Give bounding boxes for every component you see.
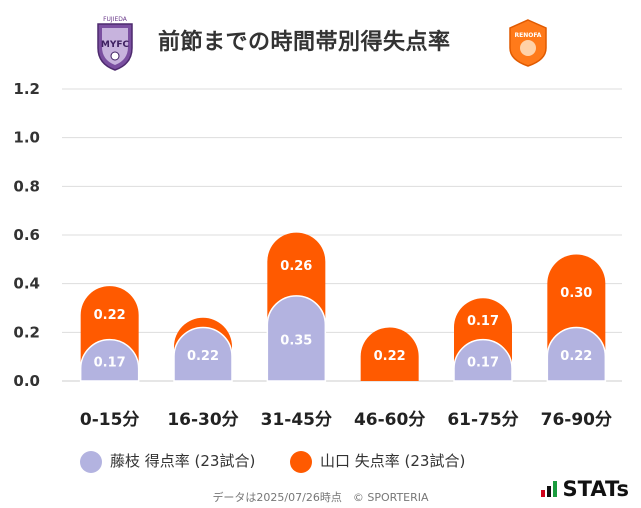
data-label-fujieda: 0.35 [280,333,312,348]
y-tick-label: 0.2 [13,323,40,341]
legend-swatch-yamaguchi [290,450,312,473]
y-tick-label: 0.8 [13,177,40,195]
legend-swatch-fujieda [80,450,102,473]
data-label-fujieda: 0.17 [467,355,499,370]
stats-brand: STATs [540,477,629,501]
svg-text:MYFC: MYFC [101,40,130,50]
legend-label-fujieda: 藤枝 得点率 (23試合) [110,452,256,470]
bar-yamaguchi [360,327,419,381]
y-tick-label: 1.2 [13,80,40,98]
bar-fujieda [453,338,513,382]
chart-area: 0.0 0.2 0.4 0.6 0.8 1.0 1.2 0.17 0.22 0-15分 0.22 16… [13,80,622,430]
fujieda-logo: FUJIEDA MYFC [97,16,133,71]
data-label-yamaguchi: 0.22 [374,349,406,364]
data-label-yamaguchi: 0.17 [467,314,499,329]
bar-fujieda [173,326,233,382]
x-tick-label: 31-45分 [261,410,332,430]
bar-fujieda [546,326,607,382]
y-tick-label: 0.6 [13,226,40,244]
stats-brand-text: STATs [562,477,629,501]
data-label-yamaguchi: 0.26 [280,259,312,274]
legend-label-yamaguchi: 山口 失点率 (23試合) [320,452,466,470]
bar-fujieda [266,295,327,382]
x-tick-label: 0-15分 [80,410,140,430]
x-tick-label: 46-60分 [354,410,425,430]
data-label-fujieda: 0.22 [560,349,592,364]
renofa-logo: RENOFA [509,19,547,67]
bar-fujieda [79,338,140,382]
data-label-fujieda: 0.22 [187,349,219,364]
y-tick-label: 1.0 [13,129,40,147]
fujieda-logo-text: FUJIEDA [103,16,128,23]
y-tick-label: 0.0 [13,372,40,390]
y-tick-label: 0.4 [13,275,40,293]
data-label-yamaguchi: 0.30 [560,286,592,301]
legend-item-fujieda: 藤枝 得点率 (23試合) [80,450,255,473]
footer-note: データは2025/07/26時点 © SPORTERIA [212,491,429,504]
legend-item-yamaguchi: 山口 失点率 (23試合) [290,450,465,473]
chart-title: 前節までの時間帯別得失点率 [158,30,451,55]
x-tick-label: 16-30分 [167,410,238,430]
x-tick-label: 76-90分 [541,410,612,430]
stats-bars-icon [540,481,557,497]
data-label-fujieda: 0.17 [94,355,126,370]
x-tick-label: 61-75分 [447,410,518,430]
renofa-logo-text: RENOFA [515,32,542,39]
data-label-yamaguchi: 0.22 [94,308,126,323]
